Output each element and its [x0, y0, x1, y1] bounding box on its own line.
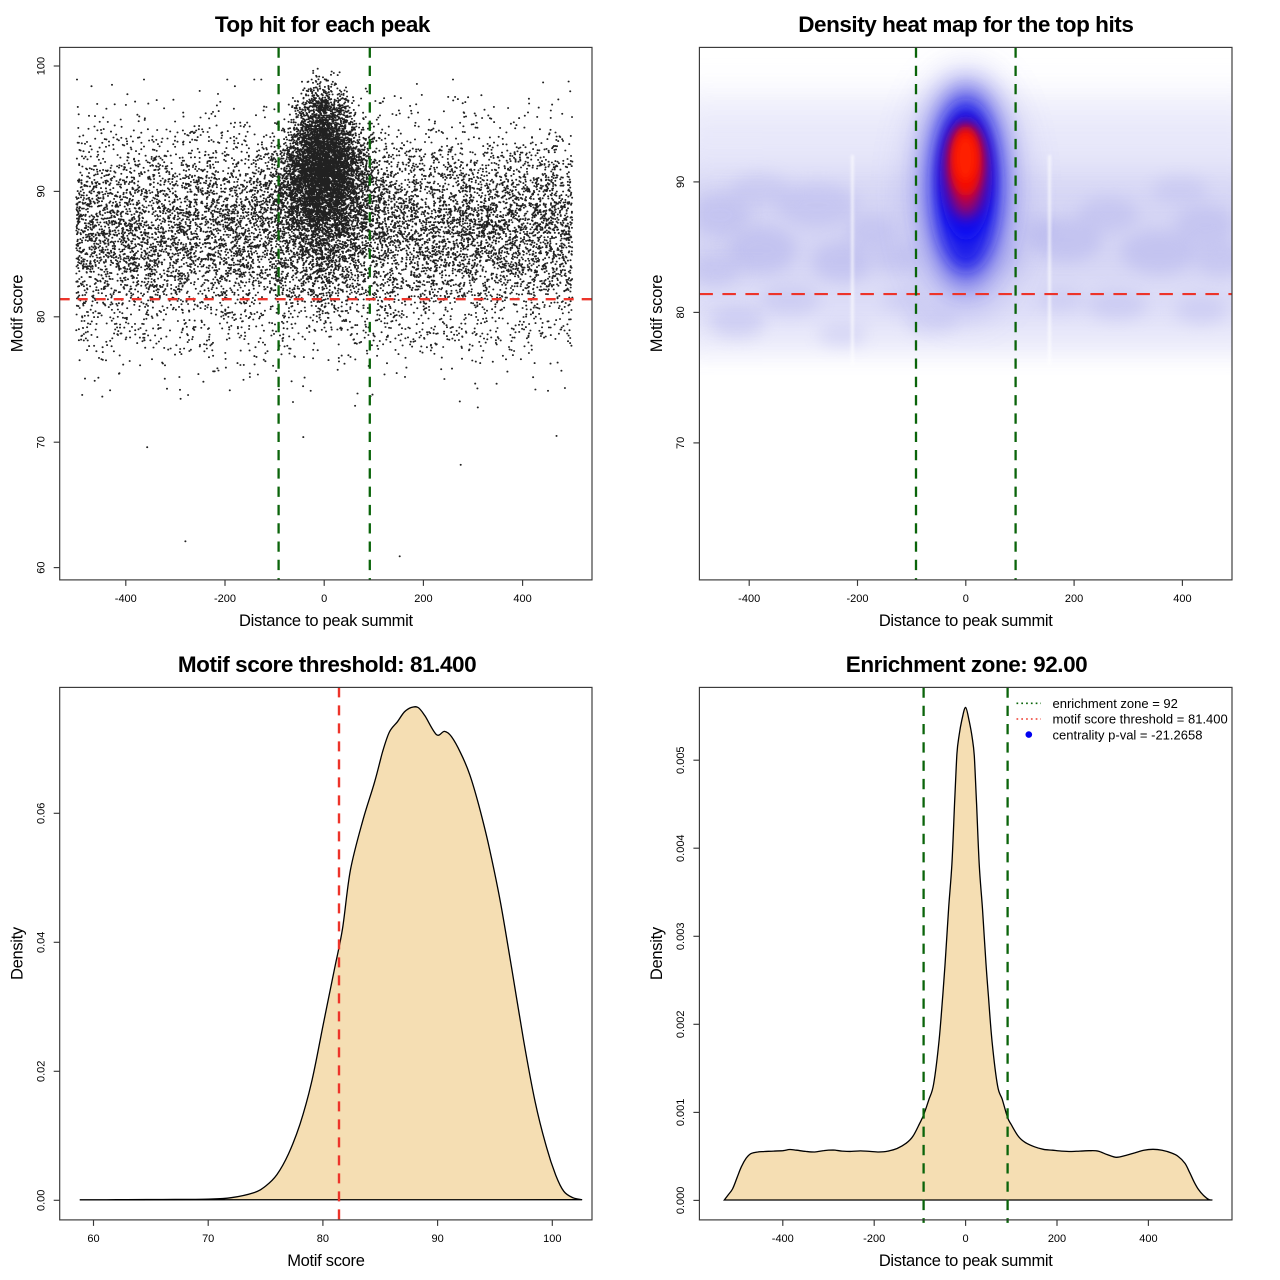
svg-text:0: 0	[963, 593, 969, 605]
svg-text:0: 0	[321, 593, 327, 605]
svg-text:70: 70	[675, 437, 687, 449]
svg-text:centrality p-val = -21.2658: centrality p-val = -21.2658	[1053, 727, 1203, 742]
svg-text:0: 0	[963, 1233, 969, 1245]
svg-text:400: 400	[1173, 593, 1191, 605]
svg-text:Density: Density	[648, 926, 666, 980]
svg-text:90: 90	[431, 1233, 443, 1245]
svg-text:0.002: 0.002	[675, 1011, 687, 1039]
svg-text:200: 200	[414, 593, 432, 605]
svg-text:Density: Density	[8, 926, 26, 980]
svg-text:400: 400	[1139, 1233, 1157, 1245]
svg-text:Enrichment zone: 92.00: Enrichment zone: 92.00	[846, 652, 1087, 677]
svg-text:Motif score: Motif score	[648, 275, 666, 353]
svg-text:70: 70	[202, 1233, 214, 1245]
svg-text:200: 200	[1048, 1233, 1066, 1245]
svg-text:Distance to peak summit: Distance to peak summit	[239, 612, 413, 630]
svg-text:400: 400	[513, 593, 531, 605]
svg-text:0.003: 0.003	[675, 923, 687, 951]
svg-text:-400: -400	[772, 1233, 794, 1245]
svg-text:100: 100	[543, 1233, 561, 1245]
svg-text:-400: -400	[115, 593, 137, 605]
svg-text:0.02: 0.02	[36, 1061, 48, 1082]
svg-text:90: 90	[675, 176, 687, 188]
svg-text:0.00: 0.00	[36, 1190, 48, 1211]
svg-text:80: 80	[36, 311, 48, 323]
svg-text:0.004: 0.004	[675, 834, 687, 862]
svg-text:-200: -200	[214, 593, 236, 605]
svg-text:0.04: 0.04	[36, 932, 48, 953]
svg-text:Motif score threshold: 81.400: Motif score threshold: 81.400	[178, 652, 476, 677]
svg-text:-200: -200	[846, 593, 868, 605]
svg-text:80: 80	[317, 1233, 329, 1245]
svg-text:0.001: 0.001	[675, 1099, 687, 1127]
svg-text:0.000: 0.000	[675, 1187, 687, 1215]
svg-text:90: 90	[36, 185, 48, 197]
svg-text:0.06: 0.06	[36, 803, 48, 824]
svg-text:motif score threshold = 81.400: motif score threshold = 81.400	[1053, 712, 1228, 727]
svg-text:enrichment zone = 92: enrichment zone = 92	[1053, 696, 1178, 711]
svg-text:70: 70	[36, 436, 48, 448]
svg-text:100: 100	[36, 57, 48, 75]
svg-text:Top hit for each peak: Top hit for each peak	[215, 12, 431, 37]
svg-text:Distance to peak summit: Distance to peak summit	[879, 1252, 1053, 1270]
svg-text:-400: -400	[738, 593, 760, 605]
svg-text:80: 80	[675, 306, 687, 318]
svg-text:Density heat map for the top h: Density heat map for the top hits	[798, 12, 1133, 37]
svg-text:200: 200	[1065, 593, 1083, 605]
svg-text:Motif score: Motif score	[8, 275, 26, 353]
svg-text:0.005: 0.005	[675, 746, 687, 774]
svg-text:Distance to peak summit: Distance to peak summit	[879, 612, 1053, 630]
svg-text:60: 60	[87, 1233, 99, 1245]
svg-text:-200: -200	[863, 1233, 885, 1245]
svg-text:60: 60	[36, 561, 48, 573]
svg-text:Motif score: Motif score	[287, 1252, 365, 1270]
